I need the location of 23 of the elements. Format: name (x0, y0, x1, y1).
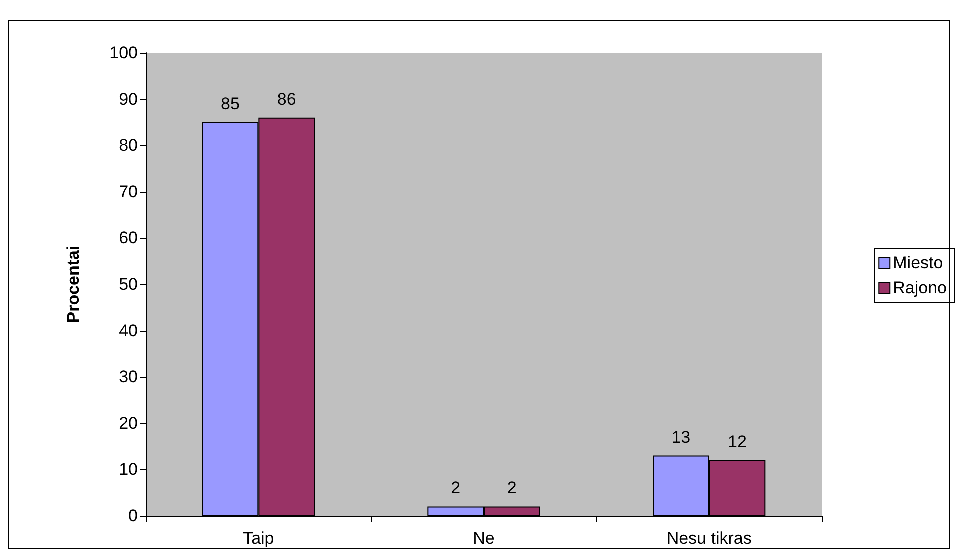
data-label: 13 (672, 428, 691, 447)
y-tick-label: 100 (110, 44, 138, 62)
y-tick-label: 30 (119, 368, 138, 387)
legend-label: Miesto (893, 254, 944, 272)
y-axis-title: Procentai (64, 246, 83, 324)
y-tick-label: 50 (119, 275, 138, 294)
y-tick-label: 20 (119, 414, 138, 433)
y-tick-label: 80 (119, 136, 138, 156)
x-tick-label: Taip (243, 529, 274, 548)
x-tick-label: Ne (473, 529, 495, 548)
data-label: 2 (451, 478, 461, 498)
y-tick-label: 70 (119, 182, 138, 202)
y-tick-label: 40 (119, 321, 138, 340)
data-label: 12 (728, 432, 747, 452)
x-tick-label: Nesu tikras (666, 529, 752, 548)
y-tick-label: 90 (119, 90, 138, 109)
data-label: 2 (507, 478, 517, 498)
legend-label: Rajono (893, 278, 948, 298)
y-tick-label: 10 (119, 460, 138, 480)
y-tick-label: 0 (128, 506, 138, 526)
data-label: 86 (277, 90, 296, 109)
data-label: 85 (221, 94, 240, 114)
y-tick-label: 60 (119, 228, 138, 248)
